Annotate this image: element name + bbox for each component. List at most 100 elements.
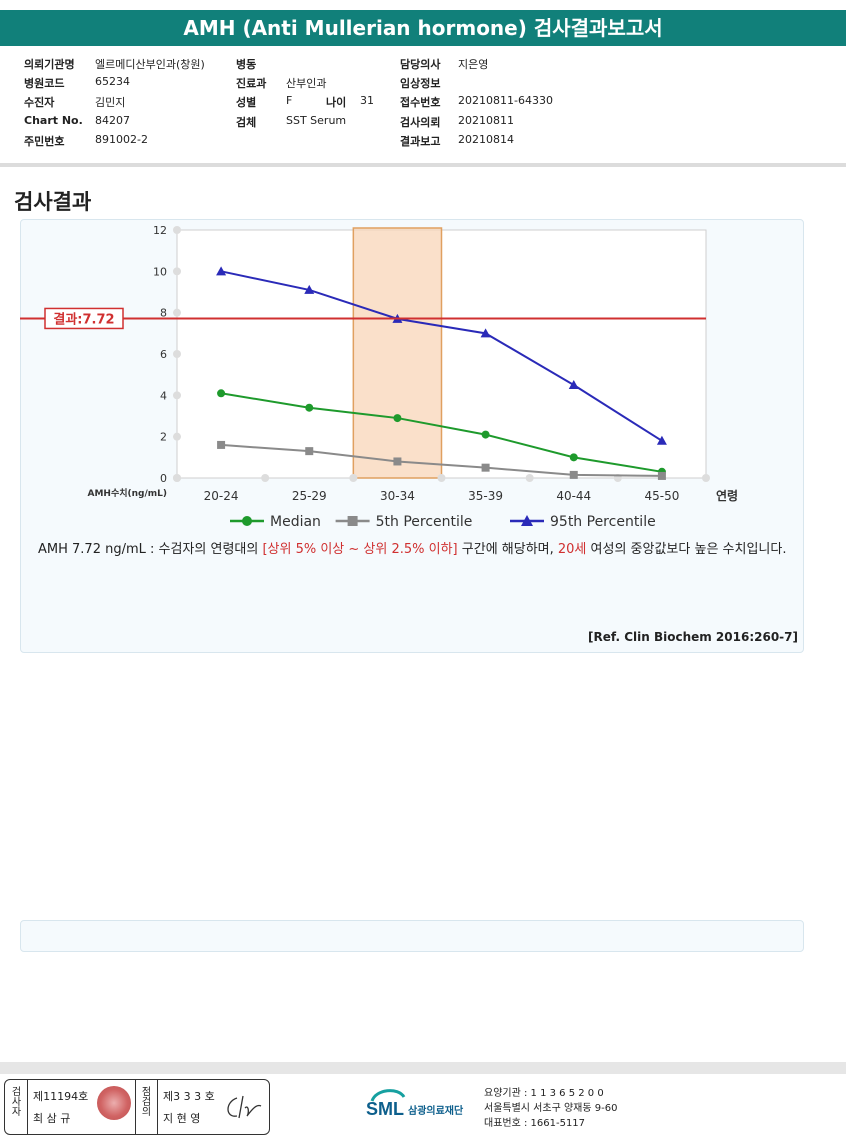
- highlight-band: [352, 227, 443, 479]
- y-tick-dot: [173, 267, 181, 276]
- org-line: 대표번호 : 1661-5117: [484, 1118, 586, 1129]
- info-label: 병동: [236, 58, 257, 71]
- result-label: 결과:7.72: [53, 311, 114, 327]
- logo-text: SML: [366, 1099, 404, 1119]
- info-value: SST Serum: [286, 114, 347, 127]
- legend-marker: [242, 516, 252, 526]
- x-tick-label: 20-24: [204, 489, 239, 503]
- info-label: 담당의사: [400, 58, 441, 71]
- info-value: 31: [360, 94, 374, 107]
- legend-label: 95th Percentile: [550, 514, 656, 530]
- x-tick-label: 35-39: [468, 489, 503, 503]
- seal-icon: [97, 1086, 131, 1120]
- y-tick-label: 8: [160, 307, 167, 320]
- x-tick-label: 25-29: [292, 489, 327, 503]
- y-tick-dot: [173, 350, 181, 358]
- org-line: 서울특별시 서초구 양재동 9-60: [484, 1103, 618, 1114]
- legend-label: 5th Percentile: [376, 514, 473, 530]
- info-label: 접수번호: [400, 96, 441, 109]
- data-point: [480, 328, 491, 338]
- x-tick-label: 45-50: [644, 489, 679, 503]
- y-axis-label: AMH수치(ng/mL): [88, 487, 168, 499]
- y-tick-dot: [173, 226, 181, 234]
- y-tick-label: 10: [153, 265, 167, 278]
- data-point: [481, 430, 490, 439]
- data-point: [657, 471, 666, 480]
- desc-range: [상위 5% 이상 ~ 상위 2.5% 이하]: [262, 542, 458, 557]
- result-description: AMH 7.72 ng/mL : 수검자의 연령대의 [상위 5% 이상 ~ 상…: [38, 540, 828, 560]
- y-tick-dot: [173, 391, 181, 400]
- data-point: [656, 435, 667, 445]
- info-label: 진료과: [236, 77, 267, 90]
- info-value: F: [286, 94, 293, 107]
- data-point: [569, 453, 578, 462]
- desc-text: 구간에 해당하며,: [457, 542, 558, 557]
- data-point: [217, 389, 226, 398]
- info-value: 산부인과: [286, 77, 327, 90]
- y-tick-dot: [173, 432, 181, 441]
- empty-panel: [20, 920, 804, 952]
- x-tick-dot: [702, 474, 710, 482]
- data-point: [305, 403, 314, 412]
- series-line: [220, 270, 663, 442]
- organization-info: 요양기관 : 1 1 3 6 5 2 0 0 서울특별시 서초구 양재동 9-6…: [484, 1086, 617, 1131]
- info-value: 84207: [95, 114, 130, 127]
- x-tick-dot: [173, 474, 181, 482]
- approver-number: 제3 3 3 호: [163, 1090, 215, 1103]
- info-value: 20210814: [458, 133, 514, 146]
- legend-marker: [521, 515, 533, 526]
- info-label: 나이: [326, 96, 347, 109]
- info-label: 검사의뢰: [400, 116, 441, 129]
- signature-icon: [227, 1095, 262, 1119]
- data-point: [217, 440, 226, 449]
- info-label: 검체: [236, 116, 257, 129]
- series-line: [220, 392, 663, 473]
- info-label: 임상정보: [400, 77, 441, 90]
- x-tick-label: 40-44: [556, 489, 591, 503]
- data-point: [393, 414, 402, 423]
- info-value: 김민지: [95, 96, 126, 109]
- x-tick-dot: [525, 474, 534, 482]
- patient-info: 의뢰기관명 엘르메디산부인과(창원) 병원코드 65234 수진자 김민지 Chart No…: [0, 52, 846, 162]
- legend-label: Median: [270, 514, 321, 530]
- logo: SML 삼광의료재단: [366, 1087, 476, 1125]
- info-value: 엘르메디산부인과(창원): [95, 58, 205, 71]
- y-tick-label: 4: [160, 389, 167, 402]
- y-tick-label: 2: [160, 431, 167, 444]
- info-label: Chart No.: [24, 114, 83, 127]
- x-axis-suffix: 연령: [716, 488, 738, 503]
- approver-name: 지 현 영: [163, 1112, 201, 1125]
- footer-divider: [0, 1062, 846, 1074]
- info-value: 지은영: [458, 58, 489, 71]
- info-label: 결과보고: [400, 135, 441, 148]
- x-tick-dot: [349, 474, 358, 482]
- y-tick-label: 12: [153, 224, 167, 237]
- data-point: [216, 266, 227, 276]
- series-line: [221, 443, 662, 477]
- desc-age: 20세: [557, 542, 587, 557]
- legend-marker: [347, 516, 358, 526]
- y-tick-label: 6: [160, 348, 167, 361]
- desc-text: AMH 7.72 ng/mL : 수검자의 연령대의: [38, 542, 263, 557]
- data-point: [304, 284, 315, 294]
- info-value: 891002-2: [95, 133, 148, 146]
- inspector-number: 제11194호: [33, 1090, 89, 1103]
- data-point: [305, 447, 314, 456]
- foundation-name: 삼광의료재단: [408, 1104, 464, 1117]
- org-line: 요양기관 : 1 1 3 6 5 2 0 0: [484, 1088, 604, 1099]
- result-label-box: [44, 307, 124, 330]
- desc-text: 여성의 중앙값보다 높은 수치입니다.: [586, 542, 787, 557]
- section-title: 검사결과: [14, 190, 92, 214]
- data-point: [568, 380, 579, 389]
- report-title: AMH (Anti Mullerian hormone) 검사결과보고서: [0, 10, 846, 46]
- data-point: [569, 470, 578, 479]
- divider: [0, 163, 846, 167]
- info-label: 수진자: [24, 96, 55, 109]
- y-tick-dot: [173, 308, 181, 317]
- info-label: 병원코드: [24, 77, 65, 90]
- x-tick-dot: [261, 474, 270, 482]
- reference: [Ref. Clin Biochem 2016:260-7]: [588, 630, 798, 644]
- x-tick-dot: [437, 474, 446, 482]
- info-value: 20210811-64330: [458, 94, 553, 107]
- info-value: 65234: [95, 75, 130, 88]
